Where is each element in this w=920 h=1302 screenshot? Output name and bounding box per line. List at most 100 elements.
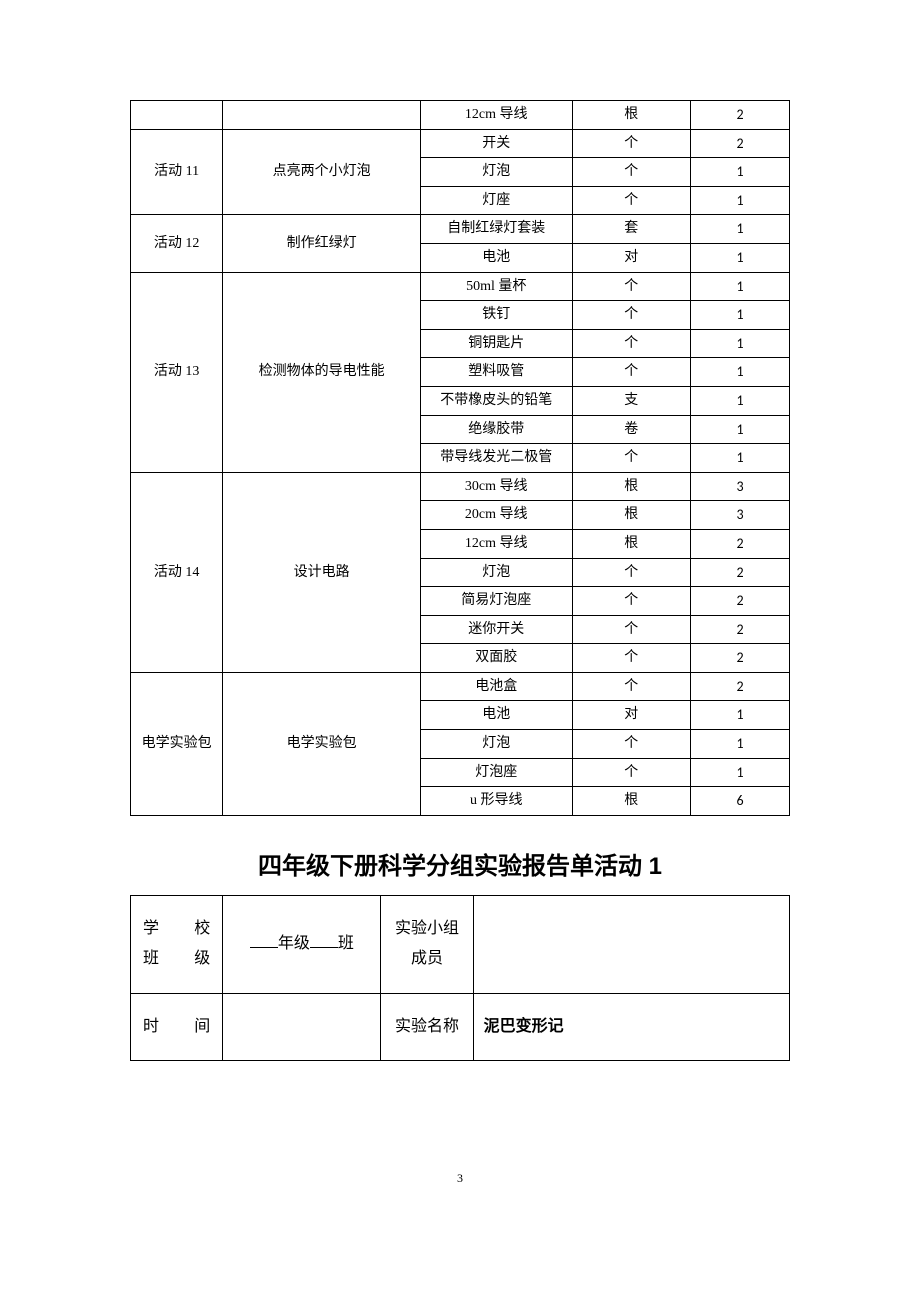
qty-cell: 1 (691, 215, 790, 244)
unit-cell: 个 (572, 644, 691, 673)
table-row: 活动 14设计电路30cm 导线根3 (131, 472, 790, 501)
item-name-cell: 铜钥匙片 (420, 329, 572, 358)
unit-cell: 个 (572, 558, 691, 587)
label-text: 班 (143, 950, 160, 967)
qty-cell: 3 (691, 501, 790, 530)
item-name-cell: 塑料吸管 (420, 358, 572, 387)
qty-cell: 2 (691, 529, 790, 558)
label-text: 时 (143, 1018, 160, 1035)
value-group-members (473, 895, 789, 993)
item-name-cell: 开关 (420, 129, 572, 158)
qty-cell: 6 (691, 787, 790, 816)
unit-cell: 对 (572, 701, 691, 730)
table-row: 活动 12制作红绿灯自制红绿灯套装套1 (131, 215, 790, 244)
activity-name-cell: 检测物体的导电性能 (223, 272, 421, 472)
table-row: 时 间 实验名称 泥巴变形记 (131, 993, 790, 1060)
label-group-members: 实验小组成员 (381, 895, 473, 993)
label-text: 年级 (278, 935, 310, 952)
item-name-cell: 30cm 导线 (420, 472, 572, 501)
table-row: 电学实验包电学实验包电池盒个2 (131, 672, 790, 701)
qty-cell: 1 (691, 730, 790, 759)
item-name-cell: 灯泡座 (420, 758, 572, 787)
item-name-cell: 铁钉 (420, 301, 572, 330)
unit-cell: 根 (572, 529, 691, 558)
activity-name-cell: 设计电路 (223, 472, 421, 672)
page-number: 3 (130, 1171, 790, 1186)
item-name-cell: u 形导线 (420, 787, 572, 816)
report-form-table: 学 校 班 级 年级班 实验小组成员 时 间 实验名称 泥巴变形记 (130, 895, 790, 1061)
value-time (223, 993, 381, 1060)
item-name-cell: 灯座 (420, 186, 572, 215)
item-name-cell: 迷你开关 (420, 615, 572, 644)
activity-cell: 电学实验包 (131, 672, 223, 815)
item-name-cell: 50ml 量杯 (420, 272, 572, 301)
item-name-cell: 电池 (420, 243, 572, 272)
unit-cell: 个 (572, 272, 691, 301)
qty-cell: 2 (691, 101, 790, 130)
table-row: 活动 13检测物体的导电性能50ml 量杯个1 (131, 272, 790, 301)
value-grade-class: 年级 班 (223, 895, 381, 993)
activity-name-cell: 点亮两个小灯泡 (223, 129, 421, 215)
qty-cell: 1 (691, 758, 790, 787)
qty-cell: 1 (691, 158, 790, 187)
label-experiment-name: 实验名称 (381, 993, 473, 1060)
unit-cell: 根 (572, 472, 691, 501)
item-name-cell: 双面胶 (420, 644, 572, 673)
label-time: 时 间 (131, 993, 223, 1060)
unit-cell: 个 (572, 129, 691, 158)
section-title: 四年级下册科学分组实验报告单活动 1 (130, 846, 790, 881)
qty-cell: 2 (691, 644, 790, 673)
item-name-cell: 12cm 导线 (420, 529, 572, 558)
activity-cell: 活动 12 (131, 215, 223, 272)
qty-cell: 1 (691, 415, 790, 444)
unit-cell: 个 (572, 186, 691, 215)
unit-cell: 个 (572, 358, 691, 387)
table-row: 学 校 班 级 年级班 实验小组成员 (131, 895, 790, 993)
unit-cell: 个 (572, 329, 691, 358)
materials-table: 12cm 导线根2活动 11点亮两个小灯泡开关个2灯泡个1灯座个1活动 12制作… (130, 100, 790, 816)
unit-cell: 对 (572, 243, 691, 272)
item-name-cell: 灯泡 (420, 558, 572, 587)
document-page: 12cm 导线根2活动 11点亮两个小灯泡开关个2灯泡个1灯座个1活动 12制作… (0, 0, 920, 1246)
item-name-cell: 电池盒 (420, 672, 572, 701)
item-name-cell: 不带橡皮头的铅笔 (420, 386, 572, 415)
unit-cell: 卷 (572, 415, 691, 444)
qty-cell: 1 (691, 243, 790, 272)
blank-field (310, 931, 338, 948)
table-row: 活动 11点亮两个小灯泡开关个2 (131, 129, 790, 158)
qty-cell: 2 (691, 129, 790, 158)
label-text: 级 (194, 950, 210, 967)
unit-cell: 个 (572, 615, 691, 644)
unit-cell: 个 (572, 444, 691, 473)
qty-cell: 1 (691, 329, 790, 358)
qty-cell: 2 (691, 558, 790, 587)
activity-cell: 活动 14 (131, 472, 223, 672)
item-name-cell: 带导线发光二极管 (420, 444, 572, 473)
activity-name-cell: 制作红绿灯 (223, 215, 421, 272)
item-name-cell: 灯泡 (420, 730, 572, 759)
qty-cell: 1 (691, 301, 790, 330)
qty-cell: 2 (691, 587, 790, 616)
label-text: 班 (338, 935, 354, 952)
unit-cell: 根 (572, 501, 691, 530)
unit-cell: 个 (572, 672, 691, 701)
value-experiment-name: 泥巴变形记 (473, 993, 789, 1060)
unit-cell: 个 (572, 730, 691, 759)
unit-cell: 个 (572, 158, 691, 187)
item-name-cell: 自制红绿灯套装 (420, 215, 572, 244)
qty-cell: 2 (691, 672, 790, 701)
item-name-cell: 灯泡 (420, 158, 572, 187)
unit-cell: 根 (572, 101, 691, 130)
activity-name-cell: 电学实验包 (223, 672, 421, 815)
qty-cell: 1 (691, 186, 790, 215)
qty-cell: 1 (691, 272, 790, 301)
qty-cell: 3 (691, 472, 790, 501)
activity-cell: 活动 13 (131, 272, 223, 472)
unit-cell: 根 (572, 787, 691, 816)
qty-cell: 1 (691, 358, 790, 387)
item-name-cell: 简易灯泡座 (420, 587, 572, 616)
activity-name-cell (223, 101, 421, 130)
label-text: 学 (143, 920, 160, 937)
unit-cell: 个 (572, 587, 691, 616)
qty-cell: 1 (691, 444, 790, 473)
